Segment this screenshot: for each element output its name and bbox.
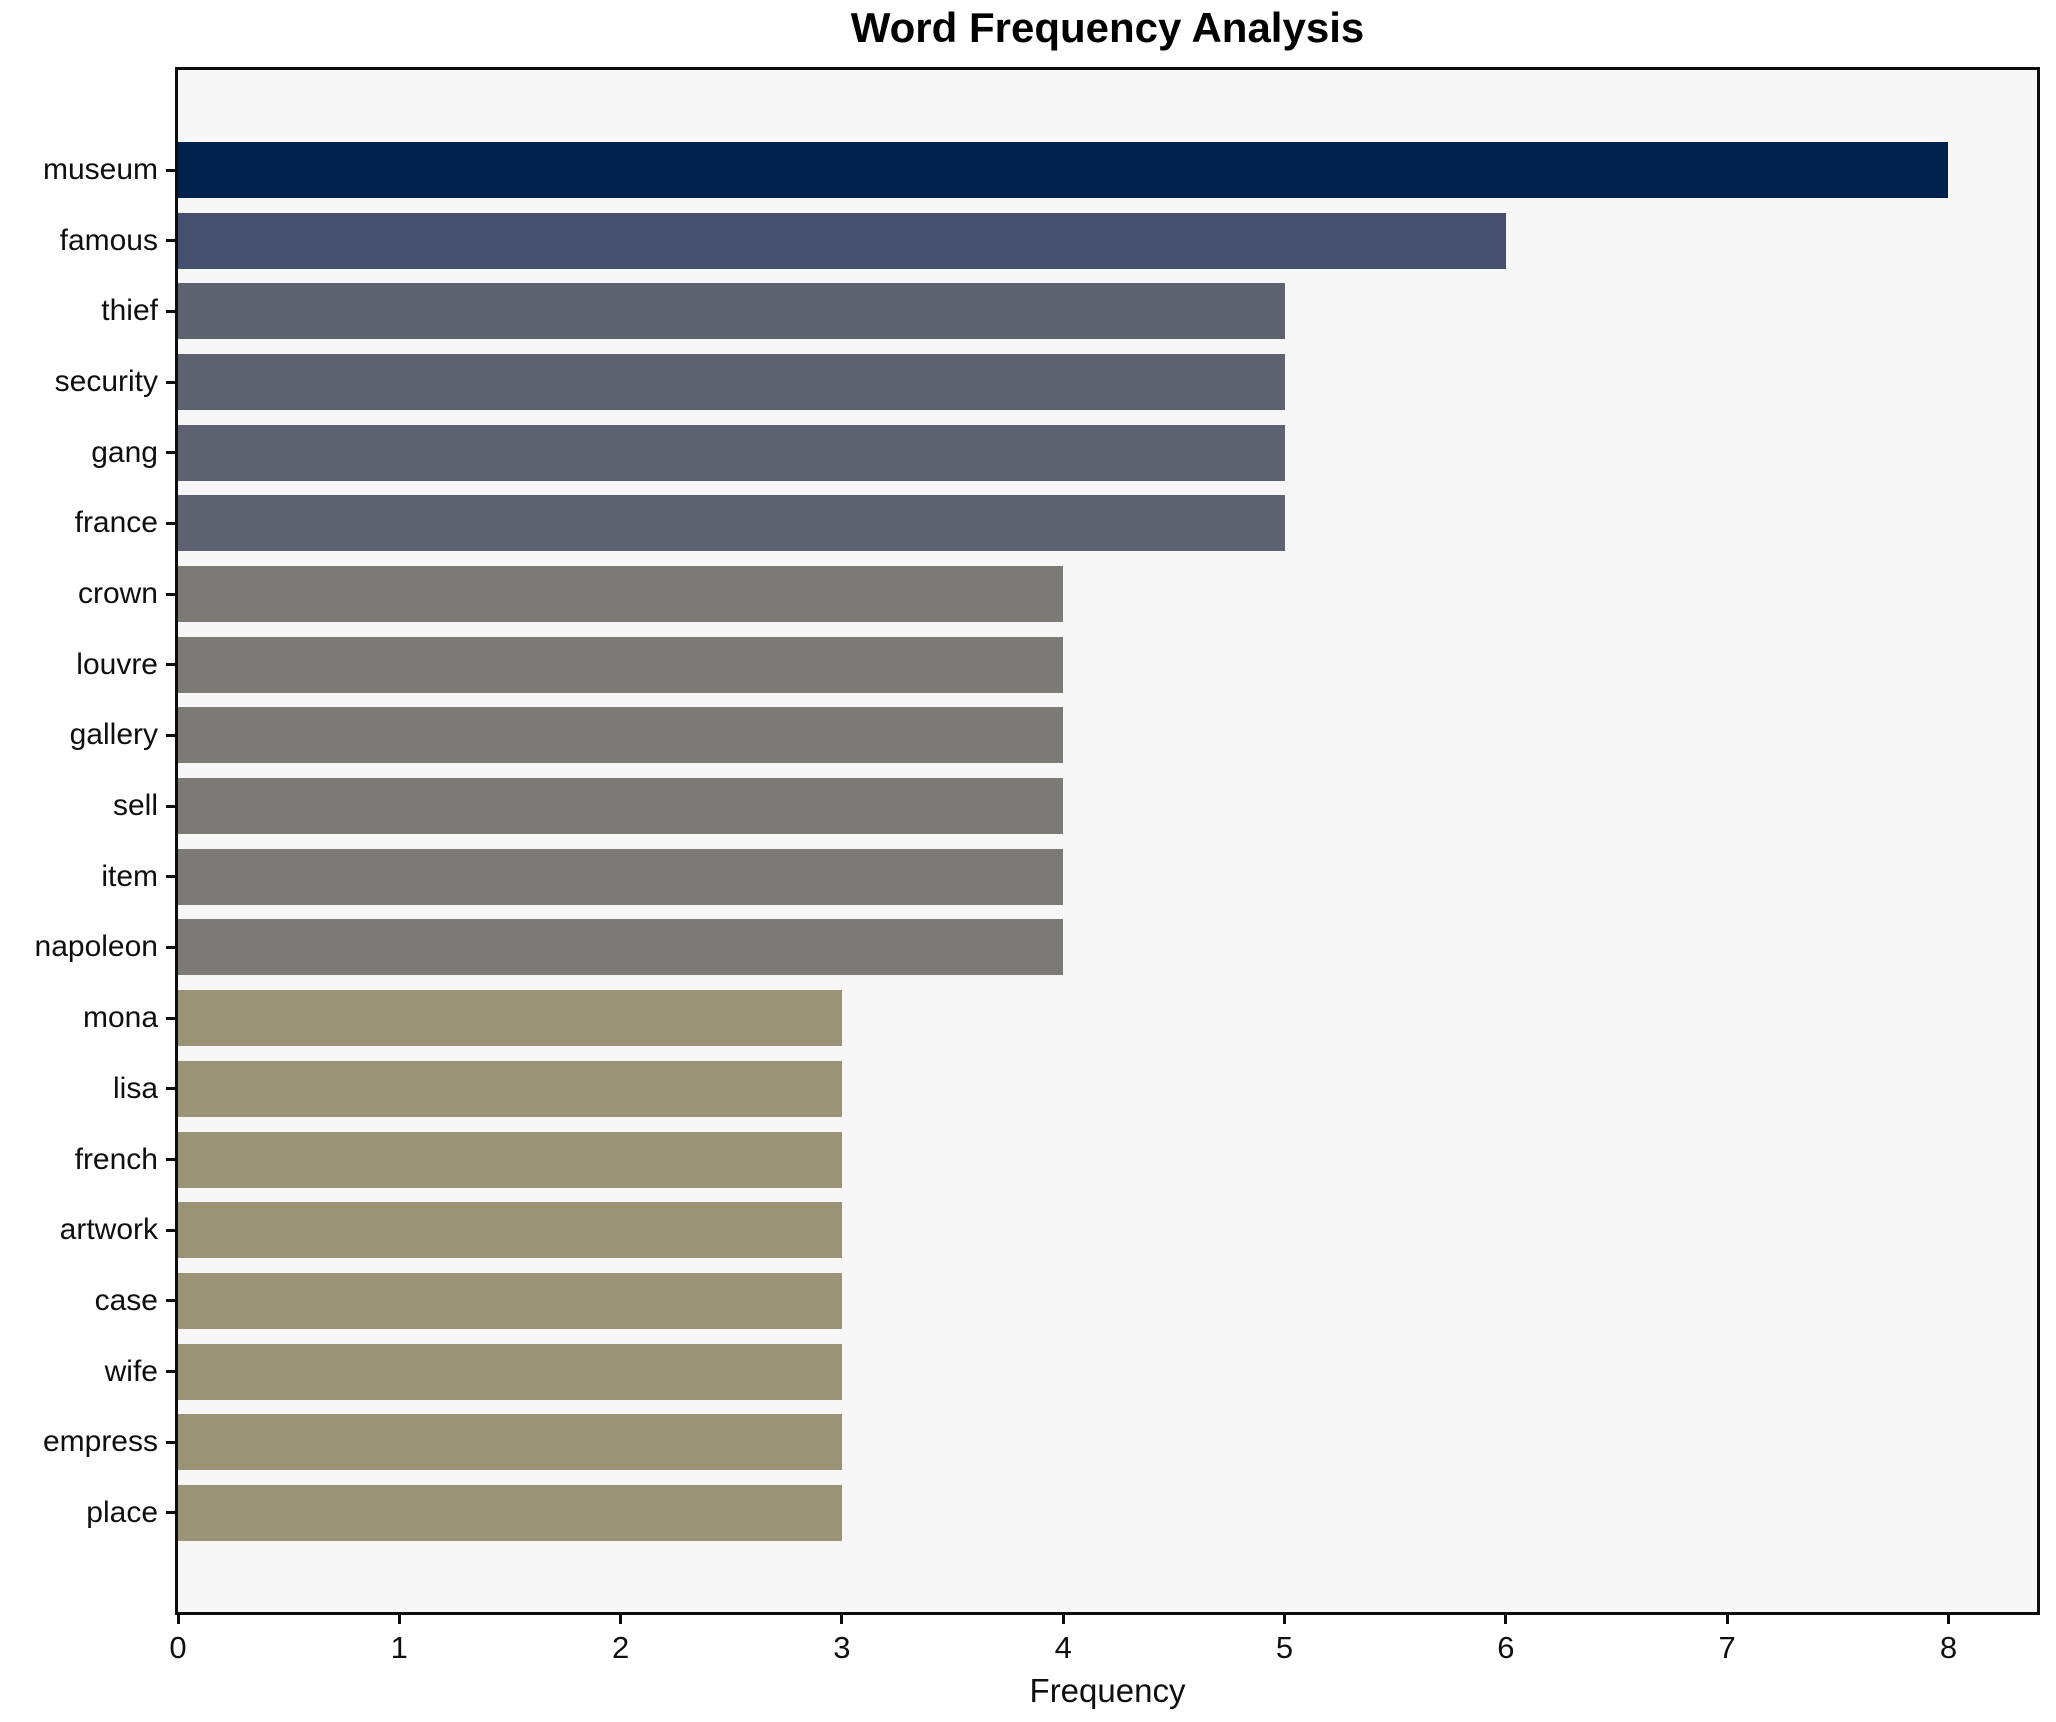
x-tick-mark-4: [1061, 1612, 1065, 1624]
x-tick-mark-2: [619, 1612, 623, 1624]
x-tick-label-5: 5: [1275, 1630, 1294, 1665]
y-tick-label-artwork: artwork: [59, 1213, 158, 1247]
bar-mona: [178, 990, 842, 1047]
y-tick-mark-louvre: [166, 663, 178, 667]
y-tick-mark-lisa: [166, 1087, 178, 1091]
y-tick-label-gallery: gallery: [69, 718, 158, 752]
bar-gallery: [178, 707, 1064, 764]
bar-item: [178, 848, 1064, 905]
x-tick-label-6: 6: [1497, 1630, 1515, 1665]
x-tick-label-2: 2: [611, 1630, 630, 1665]
y-tick-label-french: french: [74, 1142, 158, 1176]
y-tick-label-thief: thief: [101, 294, 158, 328]
y-tick-label-louvre: louvre: [76, 647, 158, 681]
bar-case: [178, 1272, 842, 1329]
y-tick-label-case: case: [94, 1283, 158, 1317]
y-tick-label-place: place: [86, 1495, 158, 1529]
y-tick-label-france: france: [74, 506, 158, 540]
x-tick-mark-1: [397, 1612, 401, 1624]
y-tick-label-mona: mona: [82, 1001, 158, 1035]
y-tick-label-empress: empress: [42, 1425, 158, 1459]
bar-louvre: [178, 636, 1064, 693]
y-tick-label-security: security: [54, 365, 158, 399]
y-tick-mark-security: [166, 380, 178, 384]
y-tick-mark-france: [166, 521, 178, 525]
y-tick-label-sell: sell: [112, 789, 158, 823]
bar-famous: [178, 212, 1506, 269]
bar-wife: [178, 1343, 842, 1400]
bar-lisa: [178, 1060, 842, 1117]
x-tick-label-0: 0: [169, 1630, 187, 1665]
y-tick-label-gang: gang: [91, 435, 158, 469]
bar-napoleon: [178, 919, 1064, 976]
x-tick-mark-7: [1725, 1612, 1729, 1624]
y-tick-label-item: item: [101, 859, 158, 893]
x-tick-label-1: 1: [390, 1630, 408, 1665]
y-tick-mark-case: [166, 1299, 178, 1303]
x-tick-label-8: 8: [1939, 1630, 1958, 1665]
y-tick-mark-thief: [166, 309, 178, 313]
y-tick-mark-mona: [166, 1016, 178, 1020]
y-tick-mark-item: [166, 875, 178, 879]
x-axis-label: Frequency: [1029, 1672, 1186, 1709]
x-tick-mark-8: [1946, 1612, 1950, 1624]
y-tick-label-crown: crown: [77, 577, 158, 611]
x-tick-mark-6: [1504, 1612, 1508, 1624]
bar-security: [178, 354, 1285, 411]
y-tick-mark-french: [166, 1158, 178, 1162]
y-tick-mark-artwork: [166, 1228, 178, 1232]
y-tick-mark-place: [166, 1511, 178, 1515]
y-tick-mark-crown: [166, 592, 178, 596]
y-tick-label-napoleon: napoleon: [34, 930, 158, 964]
bar-sell: [178, 778, 1064, 835]
y-tick-mark-sell: [166, 804, 178, 808]
y-tick-mark-gang: [166, 451, 178, 455]
bar-museum: [178, 142, 1949, 198]
x-tick-mark-5: [1283, 1612, 1287, 1624]
x-tick-mark-3: [840, 1612, 844, 1624]
y-tick-label-lisa: lisa: [112, 1071, 158, 1105]
y-tick-mark-famous: [166, 239, 178, 243]
bar-crown: [178, 566, 1064, 623]
x-tick-mark-0: [176, 1612, 180, 1624]
plot-area: [175, 67, 2040, 1615]
y-tick-mark-wife: [166, 1370, 178, 1374]
x-tick-label-4: 4: [1054, 1630, 1072, 1665]
bar-french: [178, 1131, 842, 1188]
x-tick-label-3: 3: [833, 1630, 851, 1665]
chart-title: Word Frequency Analysis: [850, 4, 1365, 51]
x-tick-label-7: 7: [1718, 1630, 1736, 1665]
y-tick-label-famous: famous: [59, 223, 158, 257]
y-tick-mark-museum: [166, 168, 178, 172]
y-tick-label-wife: wife: [104, 1354, 158, 1388]
y-tick-mark-gallery: [166, 733, 178, 737]
y-tick-mark-napoleon: [166, 945, 178, 949]
bar-empress: [178, 1414, 842, 1471]
bar-gang: [178, 424, 1285, 481]
bar-thief: [178, 283, 1285, 340]
bar-france: [178, 495, 1285, 552]
bar-place: [178, 1484, 842, 1541]
bar-artwork: [178, 1202, 842, 1259]
y-tick-label-museum: museum: [42, 153, 158, 186]
y-tick-mark-empress: [166, 1440, 178, 1444]
